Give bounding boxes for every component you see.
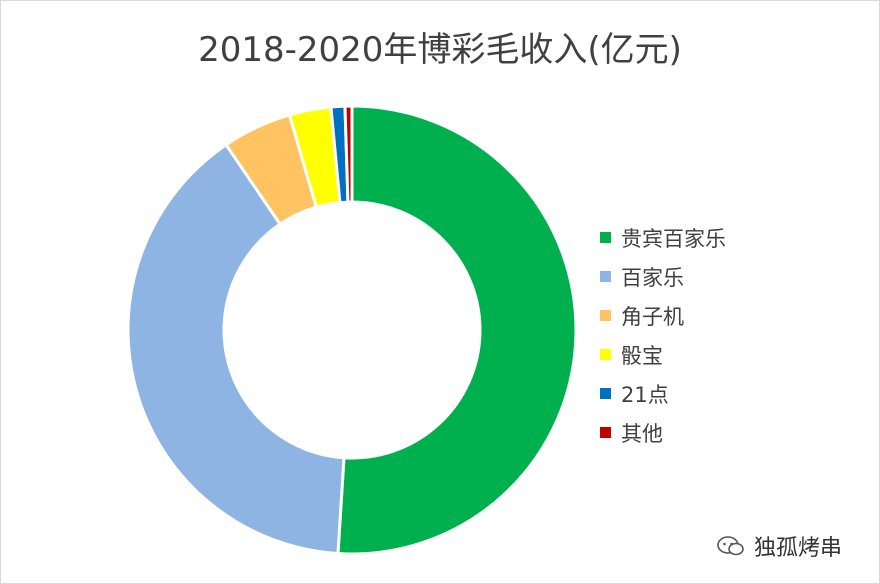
chart-legend: 贵宾百家乐百家乐角子机骰宝 21点其他 [600,218,726,452]
donut-slice-6 [343,104,354,204]
legend-label: 角子机 [621,304,684,329]
watermark: 独孤烤串 [716,530,842,562]
legend-label: 贵宾百家乐 [621,226,726,251]
wechat-icon [717,536,744,556]
legend-label: 其他 [621,421,663,446]
legend-label: 百家乐 [621,265,684,290]
legend-item-1: 贵宾百家乐 [600,218,726,257]
legend-swatch [600,232,611,243]
legend-item-2: 百家乐 [600,257,726,296]
legend-swatch [600,388,611,399]
donut-slice-1 [336,104,578,556]
legend-item-4: 骰宝 [600,335,726,374]
legend-item-5: 21点 [600,374,726,413]
chart-title: 2018-2020年博彩毛收入(亿元) [198,30,682,70]
legend-label: 21点 [621,382,669,407]
legend-label: 骰宝 [621,343,663,368]
donut-slice-2 [126,142,346,556]
legend-item-6: 其他 [600,413,726,452]
legend-swatch [600,271,611,282]
legend-item-3: 角子机 [600,296,726,335]
legend-swatch [600,349,611,360]
watermark-text: 独孤烤串 [754,536,843,561]
legend-swatch [600,427,611,438]
legend-swatch [600,310,611,321]
